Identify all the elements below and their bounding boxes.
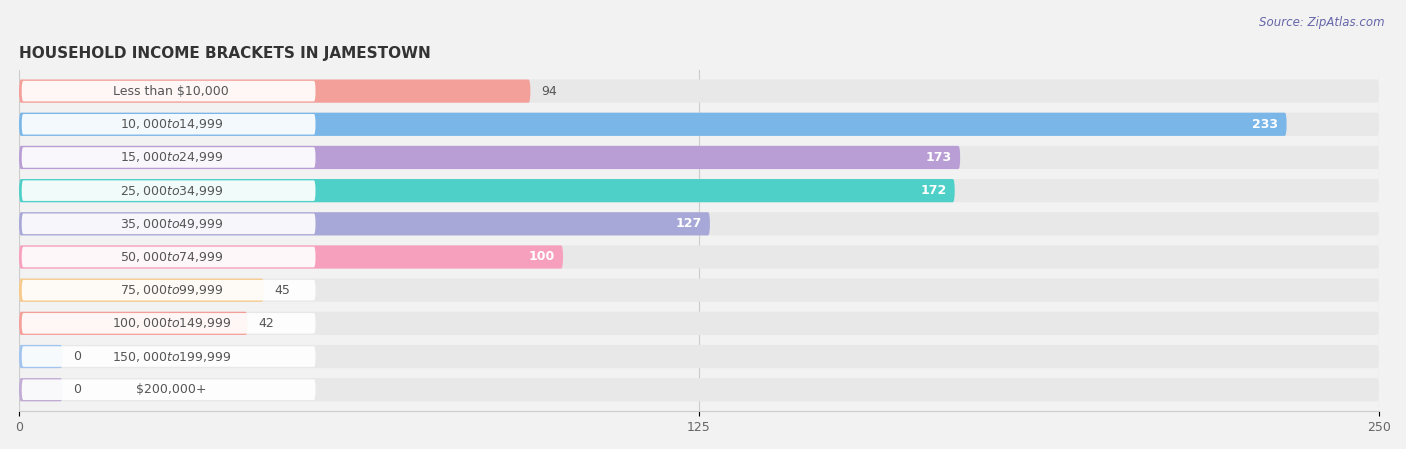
FancyBboxPatch shape xyxy=(20,312,1379,335)
Text: 42: 42 xyxy=(259,317,274,330)
Text: $15,000 to $24,999: $15,000 to $24,999 xyxy=(120,150,224,164)
FancyBboxPatch shape xyxy=(20,113,1286,136)
FancyBboxPatch shape xyxy=(21,247,315,267)
FancyBboxPatch shape xyxy=(21,313,315,334)
FancyBboxPatch shape xyxy=(21,214,315,234)
FancyBboxPatch shape xyxy=(21,147,315,168)
Text: $10,000 to $14,999: $10,000 to $14,999 xyxy=(120,117,224,131)
Text: 0: 0 xyxy=(73,383,82,396)
FancyBboxPatch shape xyxy=(20,179,955,202)
FancyBboxPatch shape xyxy=(20,378,62,401)
FancyBboxPatch shape xyxy=(20,79,1379,103)
FancyBboxPatch shape xyxy=(20,246,1379,269)
Text: 100: 100 xyxy=(529,251,555,264)
Text: Source: ZipAtlas.com: Source: ZipAtlas.com xyxy=(1260,16,1385,29)
FancyBboxPatch shape xyxy=(20,345,62,368)
Text: $100,000 to $149,999: $100,000 to $149,999 xyxy=(111,317,231,330)
FancyBboxPatch shape xyxy=(21,346,315,367)
Text: 45: 45 xyxy=(274,284,291,297)
FancyBboxPatch shape xyxy=(20,146,1379,169)
FancyBboxPatch shape xyxy=(20,345,1379,368)
Text: Less than $10,000: Less than $10,000 xyxy=(114,84,229,97)
Text: HOUSEHOLD INCOME BRACKETS IN JAMESTOWN: HOUSEHOLD INCOME BRACKETS IN JAMESTOWN xyxy=(20,46,430,62)
FancyBboxPatch shape xyxy=(21,180,315,201)
FancyBboxPatch shape xyxy=(20,179,1379,202)
FancyBboxPatch shape xyxy=(20,378,1379,401)
FancyBboxPatch shape xyxy=(21,280,315,300)
FancyBboxPatch shape xyxy=(20,312,247,335)
Text: $25,000 to $34,999: $25,000 to $34,999 xyxy=(120,184,224,198)
Text: 173: 173 xyxy=(927,151,952,164)
Text: $50,000 to $74,999: $50,000 to $74,999 xyxy=(120,250,224,264)
Text: $35,000 to $49,999: $35,000 to $49,999 xyxy=(120,217,224,231)
Text: $75,000 to $99,999: $75,000 to $99,999 xyxy=(120,283,224,297)
FancyBboxPatch shape xyxy=(21,379,315,400)
Text: $150,000 to $199,999: $150,000 to $199,999 xyxy=(111,349,231,364)
FancyBboxPatch shape xyxy=(20,278,1379,302)
FancyBboxPatch shape xyxy=(20,212,710,235)
Text: 127: 127 xyxy=(675,217,702,230)
Text: 94: 94 xyxy=(541,84,557,97)
FancyBboxPatch shape xyxy=(21,81,315,101)
FancyBboxPatch shape xyxy=(20,113,1379,136)
Text: 0: 0 xyxy=(73,350,82,363)
FancyBboxPatch shape xyxy=(21,114,315,135)
Text: $200,000+: $200,000+ xyxy=(136,383,207,396)
FancyBboxPatch shape xyxy=(20,212,1379,235)
Text: 172: 172 xyxy=(921,184,946,197)
Text: 233: 233 xyxy=(1253,118,1278,131)
FancyBboxPatch shape xyxy=(20,146,960,169)
FancyBboxPatch shape xyxy=(20,246,562,269)
FancyBboxPatch shape xyxy=(20,79,530,103)
FancyBboxPatch shape xyxy=(20,278,264,302)
